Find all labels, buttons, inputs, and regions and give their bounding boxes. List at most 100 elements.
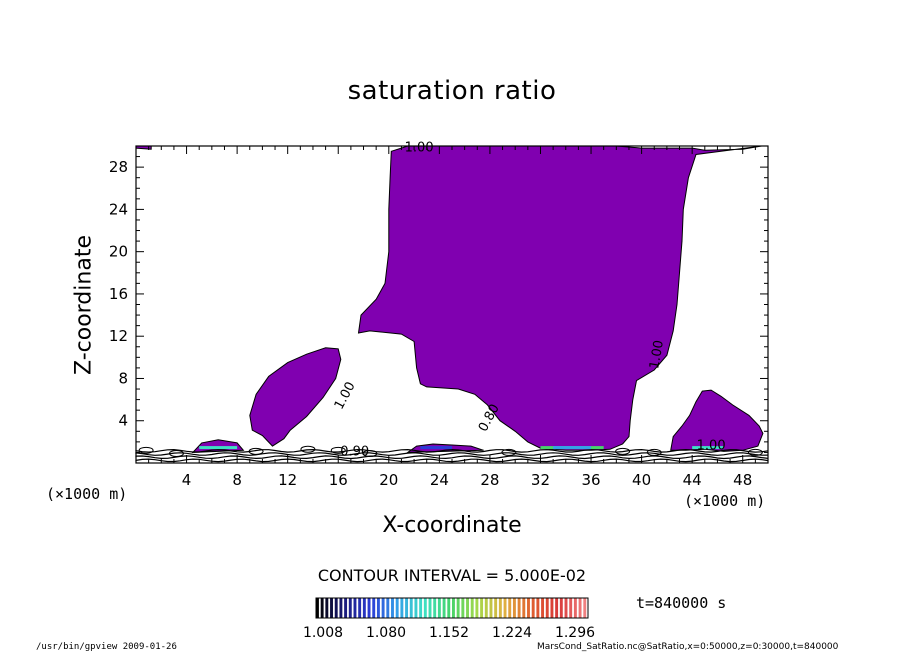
colorbar-cell (442, 598, 446, 618)
surface-contour-blob (300, 445, 316, 453)
footer-right: MarsCond_SatRatio.nc@SatRatio,x=0:50000,… (537, 642, 839, 652)
contour-label: 0.90 (340, 445, 369, 460)
surface-contour-blob (362, 449, 378, 457)
region-left-blob (249, 347, 342, 447)
contour-interval: CONTOUR INTERVAL = 5.000E-02 (0, 566, 904, 585)
contour-interval-text: CONTOUR INTERVAL = 5.000E-02 (317, 566, 587, 585)
colorbar-cell (583, 598, 587, 618)
x-tick-label: 8 (232, 471, 242, 489)
x-unit-left: (×1000 m) (46, 485, 128, 503)
contour-label: 1.00 (332, 380, 359, 413)
colorbar-cell (353, 598, 357, 618)
colorbar-cell (536, 598, 540, 618)
x-unit-right: (×1000 m) (684, 492, 766, 510)
colorbar-tick-label: 1.296 (555, 625, 595, 641)
colorbar-cell (550, 598, 554, 618)
y-tick-label: 8 (118, 369, 128, 387)
colorbar-cell (522, 598, 526, 618)
colorbar-cell (348, 598, 352, 618)
colorbar-frame (315, 597, 589, 619)
colorbar-cell (470, 598, 474, 618)
colorbar-cell (484, 598, 488, 618)
region-main-column (357, 145, 762, 451)
x-axis-label-text: X-coordinate (382, 513, 522, 538)
x-axis-label: X-coordinate (0, 513, 904, 538)
colorbar-cell (316, 598, 319, 618)
colorbar-cell (330, 598, 333, 618)
colorbar-cell (545, 598, 549, 618)
high-saturation-band (199, 446, 238, 450)
colorbar-cell (405, 598, 409, 618)
colorbar-cell (437, 598, 441, 618)
x-tick-label: 36 (581, 471, 600, 489)
time-label: t=840000 s (636, 594, 727, 612)
colorbar-cell (414, 598, 418, 618)
contour-label: 1.00 (405, 140, 434, 155)
colorbar-cell (517, 598, 521, 618)
colorbar-cell (433, 598, 437, 618)
surface-contour-blob (168, 449, 184, 457)
high-saturation-band (692, 446, 724, 450)
colorbar-tick-label: 1.224 (492, 625, 532, 641)
high-saturation-band (553, 446, 592, 450)
x-tick-label: 4 (182, 471, 192, 489)
colorbar-cell (409, 598, 413, 618)
colorbar-cell (452, 598, 455, 618)
surface-contour-blob (248, 447, 264, 455)
y-tick-label: 24 (109, 200, 128, 218)
colorbar-cell (419, 598, 423, 618)
colorbar-cell (372, 598, 376, 618)
colorbar-cell (512, 598, 516, 618)
colorbar-cell (325, 598, 329, 618)
colorbar-cell (456, 598, 460, 618)
colorbar-cell (569, 598, 573, 618)
colorbar-cell (320, 598, 324, 618)
x-tick-label: 16 (329, 471, 348, 489)
x-tick-label: 12 (278, 471, 297, 489)
surface-contour-line (135, 452, 769, 456)
footer-left: /usr/bin/gpview 2009-01-26 (36, 642, 177, 652)
colorbar-tick-label: 1.008 (303, 625, 343, 641)
colorbar-cell (508, 598, 512, 618)
colorbar-cell (376, 598, 380, 618)
surface-contour-line (135, 455, 769, 460)
colorbar-cell (461, 598, 465, 618)
y-tick-label: 16 (109, 285, 128, 303)
x-tick-label: 32 (531, 471, 550, 489)
colorbar-cell (381, 598, 385, 618)
colorbar-cell (334, 598, 338, 618)
surface-contour-blob (646, 448, 662, 456)
surface-contour-blob (747, 448, 763, 456)
colorbar-cell (564, 598, 568, 618)
colorbar-cell (527, 598, 530, 618)
plot-area: 1.001.001.000.801.000.90 (135, 140, 769, 463)
colorbar-cell (400, 598, 404, 618)
x-tick-label: 48 (733, 471, 752, 489)
colorbar-tick-label: 1.152 (429, 625, 469, 641)
y-tick-label: 12 (109, 327, 128, 345)
colorbar-cell (559, 598, 563, 618)
x-tick-label: 40 (632, 471, 651, 489)
surface-contour-blob (330, 446, 346, 454)
colorbar-cell (555, 598, 559, 618)
y-tick-label: 20 (109, 243, 128, 261)
colorbar-cell (531, 598, 535, 618)
x-tick-label: 20 (379, 471, 398, 489)
colorbar-cell (480, 598, 484, 618)
colorbar-cell (573, 598, 577, 618)
contour-label: 1.00 (647, 339, 667, 370)
colorbar-cell (466, 598, 469, 618)
colorbar-cell (541, 598, 545, 618)
colorbar-cell (447, 598, 451, 618)
colorbar-tick-label: 1.080 (366, 625, 406, 641)
colorbar-cell (395, 598, 399, 618)
surface-contour-blob (501, 448, 517, 456)
y-tick-label: 4 (118, 412, 128, 430)
contour-label: 1.00 (697, 438, 726, 453)
colorbar-cell (489, 598, 493, 618)
x-tick-label: 44 (683, 471, 702, 489)
colorbar-cell (475, 598, 479, 618)
colorbar-cell (386, 598, 390, 618)
